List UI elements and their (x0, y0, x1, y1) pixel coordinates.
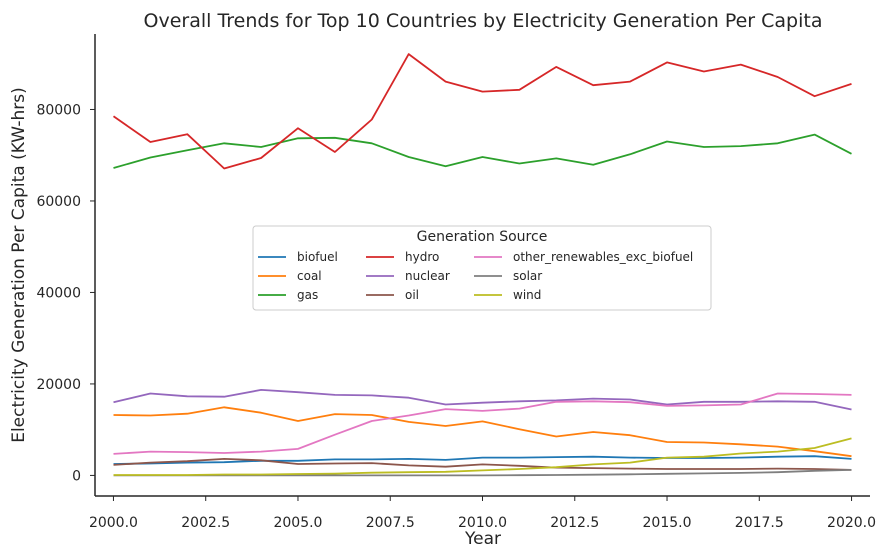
y-tick-label: 60000 (36, 194, 81, 210)
x-tick-label: 2015.0 (643, 515, 692, 531)
x-tick-label: 2007.5 (366, 515, 415, 531)
legend-label-gas: gas (297, 288, 318, 302)
legend-label-solar: solar (513, 269, 542, 283)
x-tick-label: 2000.0 (89, 515, 138, 531)
legend: Generation Source biofuel coal gas hydro nuc… (252, 225, 712, 311)
y-tick-label: 40000 (36, 285, 81, 301)
x-tick-labels: 2000.0 2002.5 2005.0 2007.5 2010.0 2012.5 2015… (89, 496, 876, 531)
series-line-wind (113, 437, 852, 476)
legend-title: Generation Source (417, 229, 548, 245)
legend-label-nuclear: nuclear (405, 269, 450, 283)
legend-label-coal: coal (297, 269, 322, 283)
y-tick-labels: 0 20000 40000 60000 80000 (36, 102, 95, 484)
x-axis-label: Year (464, 529, 501, 549)
legend-items: biofuel coal gas hydro nuclear oil other_renew… (258, 250, 693, 302)
series-line-other-renewables-exc-biofuel (113, 392, 852, 455)
y-axis-label: Electricity Generation Per Capita (KW-hr… (9, 87, 29, 443)
x-tick-label: 2017.5 (735, 515, 784, 531)
chart-title: Overall Trends for Top 10 Countries by E… (144, 10, 823, 32)
x-tick-label: 2005.0 (273, 515, 322, 531)
plot-area: 2000.0 2002.5 2005.0 2007.5 2010.0 2012.5 2015… (36, 34, 876, 531)
y-tick-label: 20000 (36, 377, 81, 393)
x-tick-label: 2002.5 (181, 515, 230, 531)
x-tick-label: 2010.0 (458, 515, 507, 531)
y-tick-label: 0 (72, 468, 81, 484)
legend-label-hydro: hydro (405, 250, 439, 264)
series-line-hydro (112, 53, 852, 170)
series-line-solar (113, 469, 852, 477)
x-tick-label: 2020.0 (827, 515, 876, 531)
legend-label-other-renewables-exc-biofuel: other_renewables_exc_biofuel (513, 250, 693, 264)
series-lines (112, 53, 852, 477)
legend-box (252, 225, 712, 311)
legend-label-wind: wind (513, 288, 541, 302)
y-tick-label: 80000 (36, 102, 81, 118)
legend-label-biofuel: biofuel (297, 250, 338, 264)
x-tick-label: 2012.5 (550, 515, 599, 531)
series-line-nuclear (113, 388, 852, 411)
series-line-gas (113, 133, 852, 169)
series-line-coal (113, 406, 852, 458)
series-line-oil (113, 457, 852, 471)
legend-label-oil: oil (405, 288, 419, 302)
series-line-biofuel (113, 455, 852, 465)
